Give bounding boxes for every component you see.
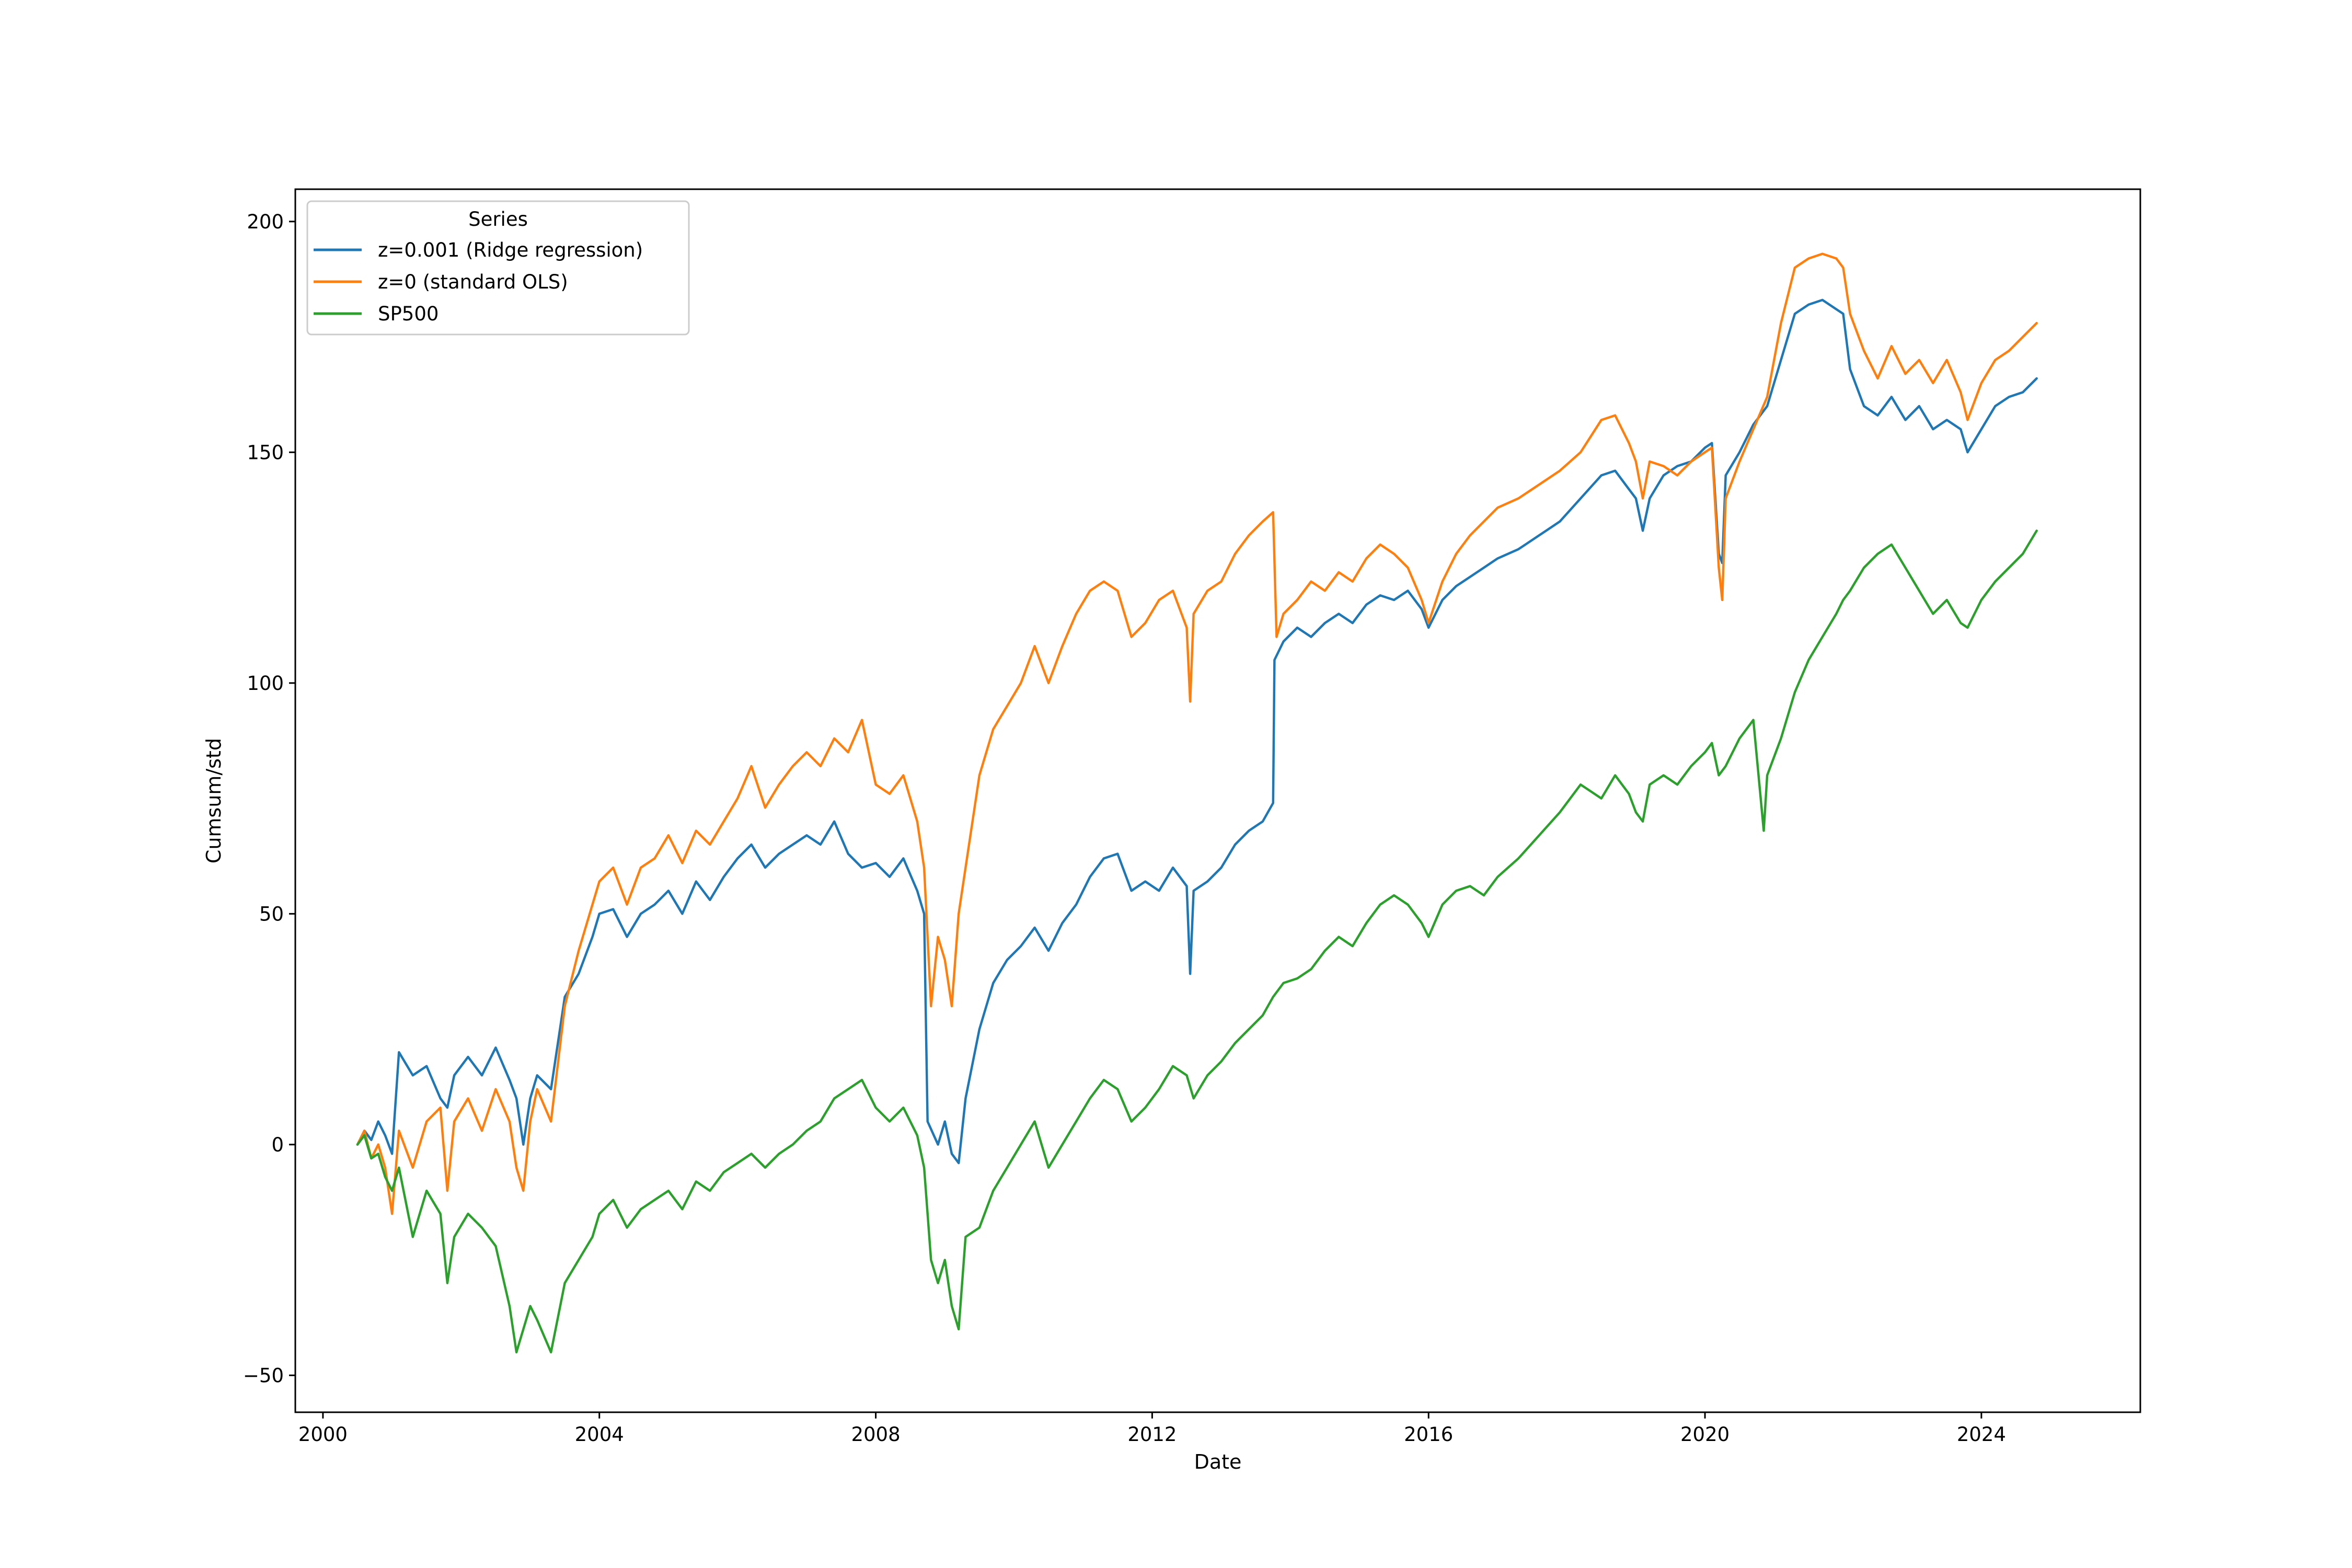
y-tick-label: 150	[247, 441, 284, 464]
legend-title: Series	[468, 208, 528, 230]
series-line-2	[356, 252, 2038, 1215]
x-axis: 2000 2004 2008 2012 2016 2020 2024	[298, 1412, 2006, 1446]
x-tick-label: 2024	[1957, 1423, 2006, 1446]
y-axis: −50 0 50 100 150 200	[243, 211, 295, 1387]
legend-label-3: SP500	[378, 303, 439, 325]
x-axis-label: Date	[1194, 1450, 1242, 1473]
legend-entries: z=0.001 (Ridge regression) z=0 (standard …	[314, 239, 643, 325]
y-tick-label: 200	[247, 211, 284, 233]
series-line-1	[356, 298, 2038, 1165]
legend: Series z=0.001 (Ridge regression) z=0 (st…	[306, 200, 690, 336]
legend-label-1: z=0.001 (Ridge regression)	[378, 239, 643, 261]
x-tick-label: 2012	[1127, 1423, 1177, 1446]
x-tick-label: 2000	[298, 1423, 348, 1446]
y-tick-label: 50	[259, 903, 284, 925]
series-line-3	[356, 529, 2038, 1354]
x-tick-label: 2008	[851, 1423, 900, 1446]
x-tick-label: 2020	[1680, 1423, 1730, 1446]
x-tick-label: 2016	[1404, 1423, 1453, 1446]
y-tick-label: 0	[271, 1134, 284, 1156]
legend-label-2: z=0 (standard OLS)	[378, 271, 568, 293]
plot-area-frame	[294, 188, 2141, 1413]
legend-box	[306, 200, 690, 336]
y-tick-label: −50	[243, 1364, 284, 1387]
series-layer	[356, 252, 2038, 1354]
y-axis-label: Cumsum/std	[202, 738, 225, 863]
y-tick-label: 100	[247, 672, 284, 695]
x-tick-label: 2004	[575, 1423, 624, 1446]
